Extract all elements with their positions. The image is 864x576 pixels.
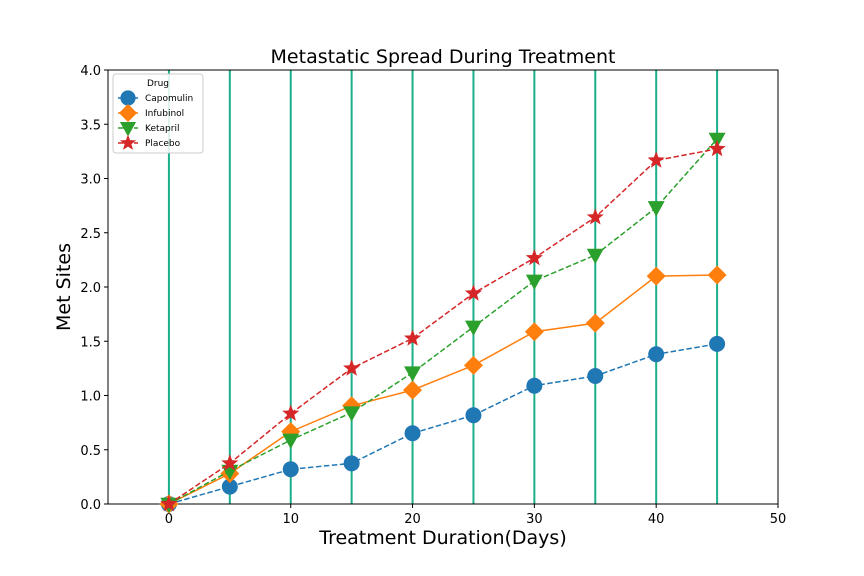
data-point-ketapril bbox=[464, 320, 482, 336]
y-tick-label: 0.0 bbox=[80, 498, 101, 513]
data-point-infubinol bbox=[463, 355, 483, 375]
legend-label-ketapril: Ketapril bbox=[145, 124, 179, 134]
x-tick-label: 50 bbox=[770, 512, 787, 527]
data-point-capomulin bbox=[221, 478, 238, 495]
legend-marker-placebo bbox=[119, 134, 137, 150]
legend-label-placebo: Placebo bbox=[145, 139, 181, 149]
y-tick-label: 3.5 bbox=[80, 118, 101, 133]
x-tick-label: 0 bbox=[165, 512, 173, 527]
data-point-capomulin bbox=[404, 425, 421, 442]
series-line-capomulin bbox=[168, 343, 718, 505]
y-tick-label: 0.5 bbox=[80, 444, 101, 459]
plot-frame bbox=[107, 69, 779, 505]
data-point-placebo bbox=[525, 249, 543, 266]
data-point-capomulin bbox=[709, 335, 726, 352]
data-point-placebo bbox=[221, 454, 239, 471]
y-tick-label: 4.0 bbox=[80, 64, 101, 79]
data-point-placebo bbox=[404, 329, 422, 346]
y-tick-label: 2.0 bbox=[80, 281, 101, 296]
data-point-ketapril bbox=[282, 433, 300, 449]
data-point-infubinol bbox=[646, 266, 666, 286]
data-point-capomulin bbox=[587, 367, 604, 384]
data-point-placebo bbox=[464, 284, 482, 301]
legend-title: Drug bbox=[147, 79, 169, 89]
y-tick-label: 1.5 bbox=[80, 335, 101, 350]
data-point-infubinol bbox=[403, 380, 423, 400]
legend-box bbox=[112, 73, 204, 154]
data-point-placebo bbox=[343, 359, 361, 376]
x-axis-label: Treatment Duration(Days) bbox=[318, 527, 566, 549]
data-point-placebo bbox=[586, 208, 604, 225]
legend-label-infubinol: Infubinol bbox=[145, 109, 184, 119]
y-tick-label: 2.5 bbox=[80, 227, 101, 242]
legend-marker-infubinol bbox=[118, 103, 138, 123]
data-point-placebo bbox=[708, 139, 726, 157]
data-point-infubinol bbox=[585, 313, 605, 333]
data-point-ketapril bbox=[525, 274, 543, 290]
series-line-placebo bbox=[168, 148, 718, 505]
legend-marker-ketapril bbox=[119, 122, 137, 137]
legend: Drug Capomulin Infubinol Ketapril Placebo bbox=[112, 73, 204, 154]
data-point-ketapril bbox=[647, 201, 665, 217]
data-point-capomulin bbox=[465, 407, 482, 424]
chart-title: Metastatic Spread During Treatment bbox=[271, 46, 616, 68]
x-tick-label: 10 bbox=[282, 512, 299, 527]
x-tick-label: 40 bbox=[648, 512, 665, 527]
data-point-capomulin bbox=[526, 377, 543, 394]
data-point-ketapril bbox=[586, 248, 604, 265]
data-point-placebo bbox=[160, 495, 178, 512]
plot-area: 0 10 20 30 40 50 0.0 0.5 1.0 1.5 2.0 2.5 3.0 3.5 4.0 Dr… bbox=[80, 64, 786, 527]
data-point-infubinol bbox=[707, 265, 727, 285]
x-tick-label: 30 bbox=[526, 512, 543, 527]
legend-marker-capomulin bbox=[120, 90, 136, 106]
y-tick-label: 3.0 bbox=[80, 173, 101, 188]
series-line-ketapril bbox=[168, 138, 718, 505]
y-axis-label: Met Sites bbox=[53, 243, 75, 331]
x-tick-label: 20 bbox=[404, 512, 421, 527]
legend-label-capomulin: Capomulin bbox=[145, 94, 193, 104]
data-point-ketapril bbox=[404, 366, 422, 382]
data-point-placebo bbox=[647, 151, 665, 168]
data-point-capomulin bbox=[282, 461, 299, 478]
data-point-capomulin bbox=[648, 346, 665, 363]
data-point-infubinol bbox=[524, 322, 544, 342]
data-point-ketapril bbox=[343, 406, 361, 422]
y-tick-label: 1.0 bbox=[80, 390, 101, 405]
data-point-placebo bbox=[282, 404, 300, 421]
series-line-infubinol bbox=[168, 274, 718, 505]
data-point-capomulin bbox=[343, 455, 360, 472]
